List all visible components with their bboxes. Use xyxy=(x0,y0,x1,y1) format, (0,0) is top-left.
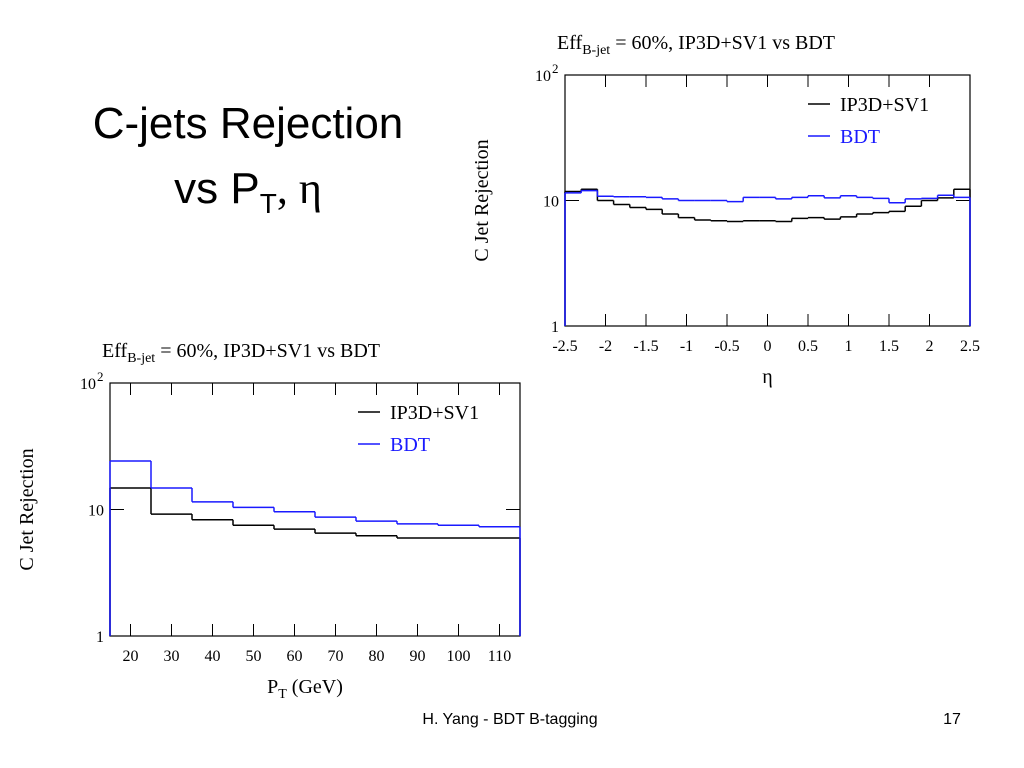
y-tick-label: 10 xyxy=(543,194,559,211)
x-tick-label: -2.5 xyxy=(552,338,577,355)
subscript: B-jet xyxy=(582,43,610,58)
text-part: = 60%, IP3D+SV1 vs BDT xyxy=(155,340,380,362)
text-part: η xyxy=(762,366,772,388)
series xyxy=(564,189,971,326)
x-tick-label: 20 xyxy=(123,648,139,665)
y-tick-label: 10 xyxy=(88,503,104,520)
y-tick-exponent: 2 xyxy=(552,61,559,76)
text-part: P xyxy=(267,676,278,698)
legend-label: BDT xyxy=(390,434,430,456)
legend-label: IP3D+SV1 xyxy=(390,402,479,424)
title-sub: T xyxy=(260,188,277,219)
x-tick-label: 0 xyxy=(764,338,772,355)
text-part: Eff xyxy=(102,340,128,362)
subscript: B-jet xyxy=(127,351,155,366)
chart-title: EffB-jet = 60%, IP3D+SV1 vs BDT xyxy=(557,32,835,58)
slide-title: C-jets Rejection xyxy=(93,99,404,148)
page-number: 17 xyxy=(943,711,961,728)
legend-label: IP3D+SV1 xyxy=(840,94,929,116)
series xyxy=(109,460,521,636)
x-tick-label: 70 xyxy=(328,648,344,665)
x-tick-label: 0.5 xyxy=(798,338,818,355)
x-axis-label: η xyxy=(762,366,772,388)
y-axis-label: C Jet Rejection xyxy=(471,139,493,261)
x-tick-label: -0.5 xyxy=(714,338,739,355)
text-part: (GeV) xyxy=(287,676,343,698)
text-part: = 60%, IP3D+SV1 vs BDT xyxy=(610,32,835,54)
title-part: , η xyxy=(277,164,322,213)
y-axis-label: C Jet Rejection xyxy=(16,448,38,570)
x-tick-label: 80 xyxy=(369,648,385,665)
series xyxy=(109,487,521,636)
x-tick-label: 2 xyxy=(926,338,934,355)
y-tick-label: 1 xyxy=(551,319,559,336)
text-part: Eff xyxy=(557,32,583,54)
x-tick-label: 110 xyxy=(488,648,511,665)
y-tick-exponent: 2 xyxy=(97,369,104,384)
chart-title: EffB-jet = 60%, IP3D+SV1 vs BDT xyxy=(102,340,380,366)
slide-title: vs PT, η xyxy=(174,164,322,219)
x-tick-label: 60 xyxy=(287,648,303,665)
series xyxy=(564,188,971,326)
y-tick-label: 10 xyxy=(535,68,551,85)
x-tick-label: 100 xyxy=(447,648,471,665)
title-part: vs P xyxy=(174,164,260,213)
x-tick-label: 30 xyxy=(164,648,180,665)
x-tick-label: -2 xyxy=(599,338,612,355)
y-tick-label: 1 xyxy=(96,629,104,646)
footer: H. Yang - BDT B-tagging xyxy=(422,711,597,728)
x-tick-label: 1.5 xyxy=(879,338,899,355)
x-axis-label: PT (GeV) xyxy=(267,676,343,702)
x-tick-label: 50 xyxy=(246,648,262,665)
x-tick-label: -1 xyxy=(680,338,693,355)
y-tick-label: 10 xyxy=(80,376,96,393)
x-tick-label: -1.5 xyxy=(633,338,658,355)
x-tick-label: 2.5 xyxy=(960,338,980,355)
x-tick-label: 40 xyxy=(205,648,221,665)
x-tick-label: 90 xyxy=(410,648,426,665)
x-tick-label: 1 xyxy=(845,338,853,355)
subscript: T xyxy=(278,687,287,702)
legend-label: BDT xyxy=(840,126,880,148)
